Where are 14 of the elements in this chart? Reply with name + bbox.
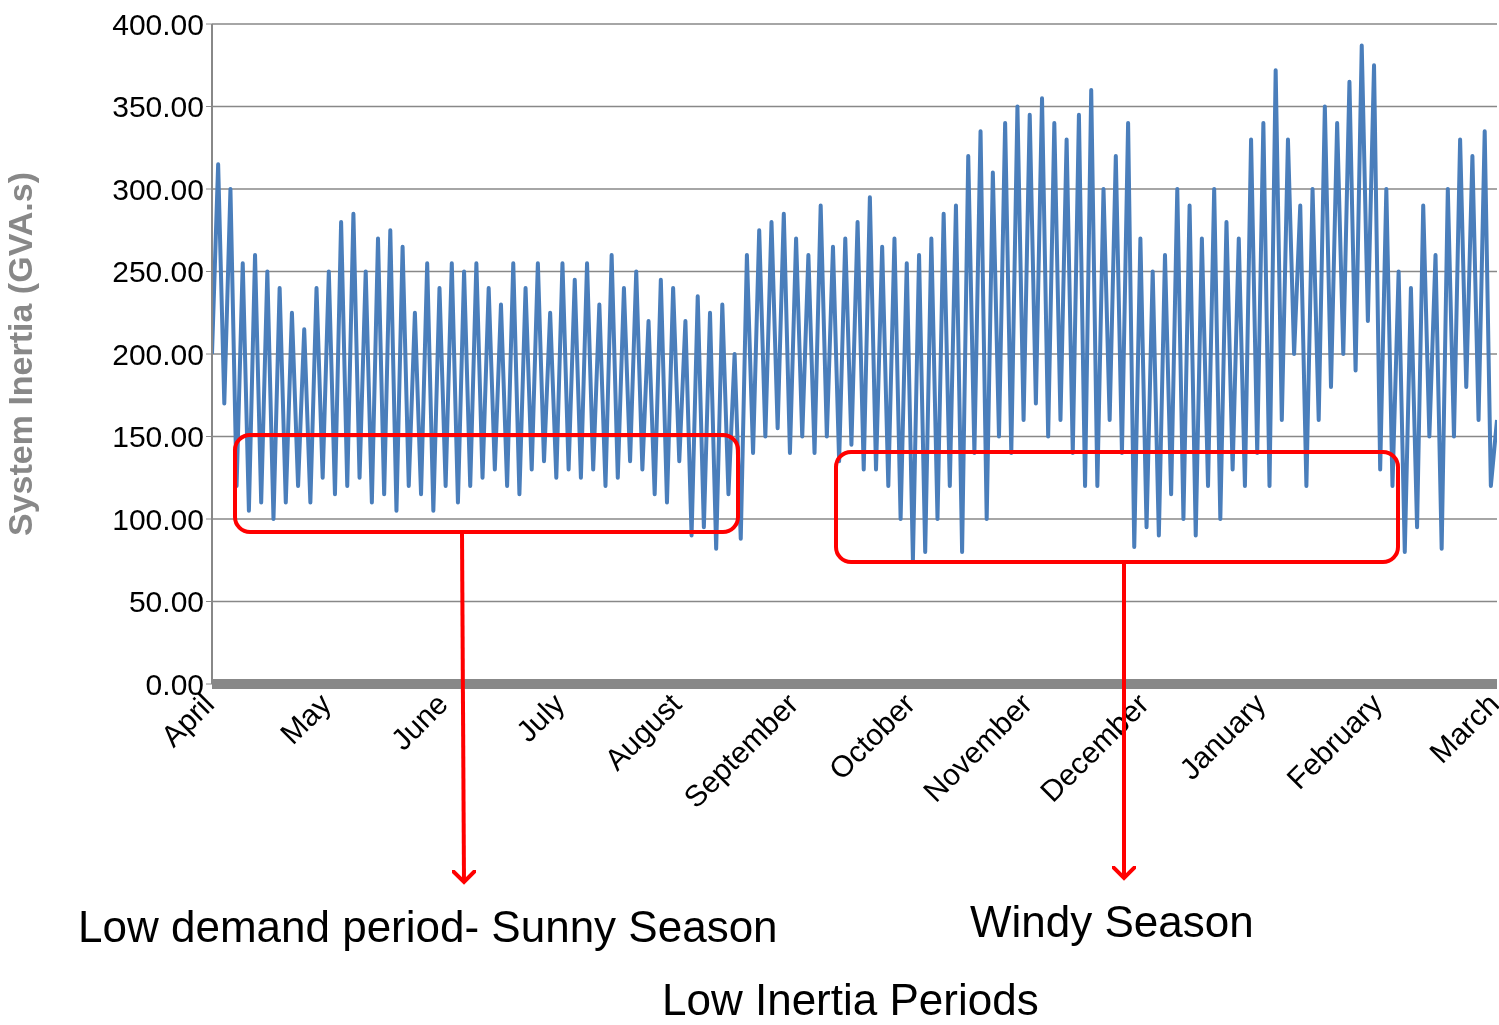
y-tick-label: 250.00 — [112, 255, 204, 289]
x-tick-label: July — [509, 686, 571, 748]
y-axis-title: System Inertia (GVA.s) — [1, 171, 40, 537]
y-tick-label: 350.00 — [112, 90, 204, 124]
text: Low Inertia Periods — [662, 975, 1039, 1025]
y-tick-label: 100.00 — [112, 502, 204, 536]
y-tick-label: 400.00 — [112, 7, 204, 41]
text: Low demand period- Sunny Season — [78, 902, 778, 952]
y-tick-label: 150.00 — [112, 420, 204, 454]
y-tick-label: 200.00 — [112, 337, 204, 371]
text: Windy Season — [970, 897, 1254, 947]
x-tick-label: May — [273, 686, 338, 751]
y-tick-label: 300.00 — [112, 172, 204, 206]
y-tick-label: 50.00 — [128, 585, 204, 619]
